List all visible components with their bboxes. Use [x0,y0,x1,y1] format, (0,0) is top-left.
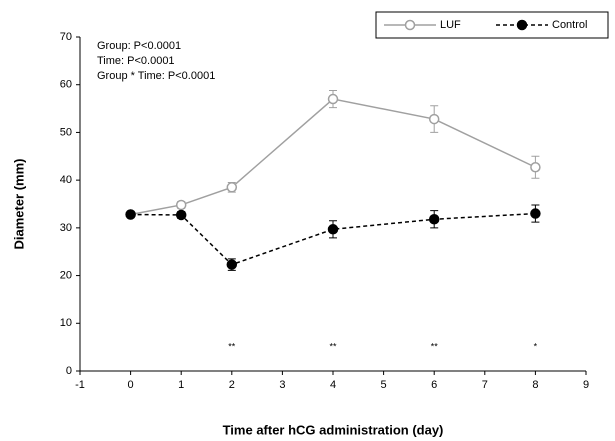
x-tick-label: 4 [330,379,336,391]
x-tick-label: 1 [178,379,184,391]
x-tick-label: 9 [583,379,589,391]
x-tick-label: 7 [482,379,488,391]
x-tick-label: 6 [431,379,437,391]
y-tick-label: 70 [60,31,72,43]
data-point [428,214,440,225]
y-tick-label: 20 [60,269,72,281]
x-tick-label: -1 [75,379,85,391]
legend-marker [516,19,528,31]
annotation: Group: P<0.0001 [97,40,181,52]
x-tick-label: 8 [532,379,538,391]
y-tick-label: 0 [66,365,72,377]
series-line [130,98,536,216]
x-tick-label: 2 [229,379,235,391]
significance-mark: ** [329,342,337,352]
annotation: Time: P<0.0001 [97,55,175,67]
y-tick-label: 10 [60,317,72,329]
legend-label: Control [552,19,587,31]
significance-mark: ** [431,342,439,352]
data-point [175,209,187,221]
significance-mark: * [534,342,538,352]
data-point [530,208,541,219]
x-tick-label: 0 [128,379,134,391]
legend-marker [404,19,416,31]
data-point [226,259,238,270]
y-axis-title: Diameter (mm) [11,158,26,249]
y-tick-label: 30 [60,222,72,234]
significance-mark: ** [228,342,236,352]
data-point [327,93,339,105]
data-point [175,199,187,211]
annotation: Group * Time: P<0.0001 [97,70,215,82]
y-tick-label: 60 [60,79,72,91]
series-line [130,212,536,266]
x-axis-title: Time after hCG administration (day) [223,422,444,437]
y-tick-label: 50 [60,126,72,138]
data-point [530,162,541,173]
y-tick-label: 40 [60,174,72,186]
data-point [226,182,238,193]
data-point [125,209,136,220]
legend-label: LUF [440,19,461,31]
data-point [327,224,339,235]
data-point [428,113,440,125]
x-tick-label: 3 [279,379,285,391]
x-tick-label: 5 [381,379,387,391]
